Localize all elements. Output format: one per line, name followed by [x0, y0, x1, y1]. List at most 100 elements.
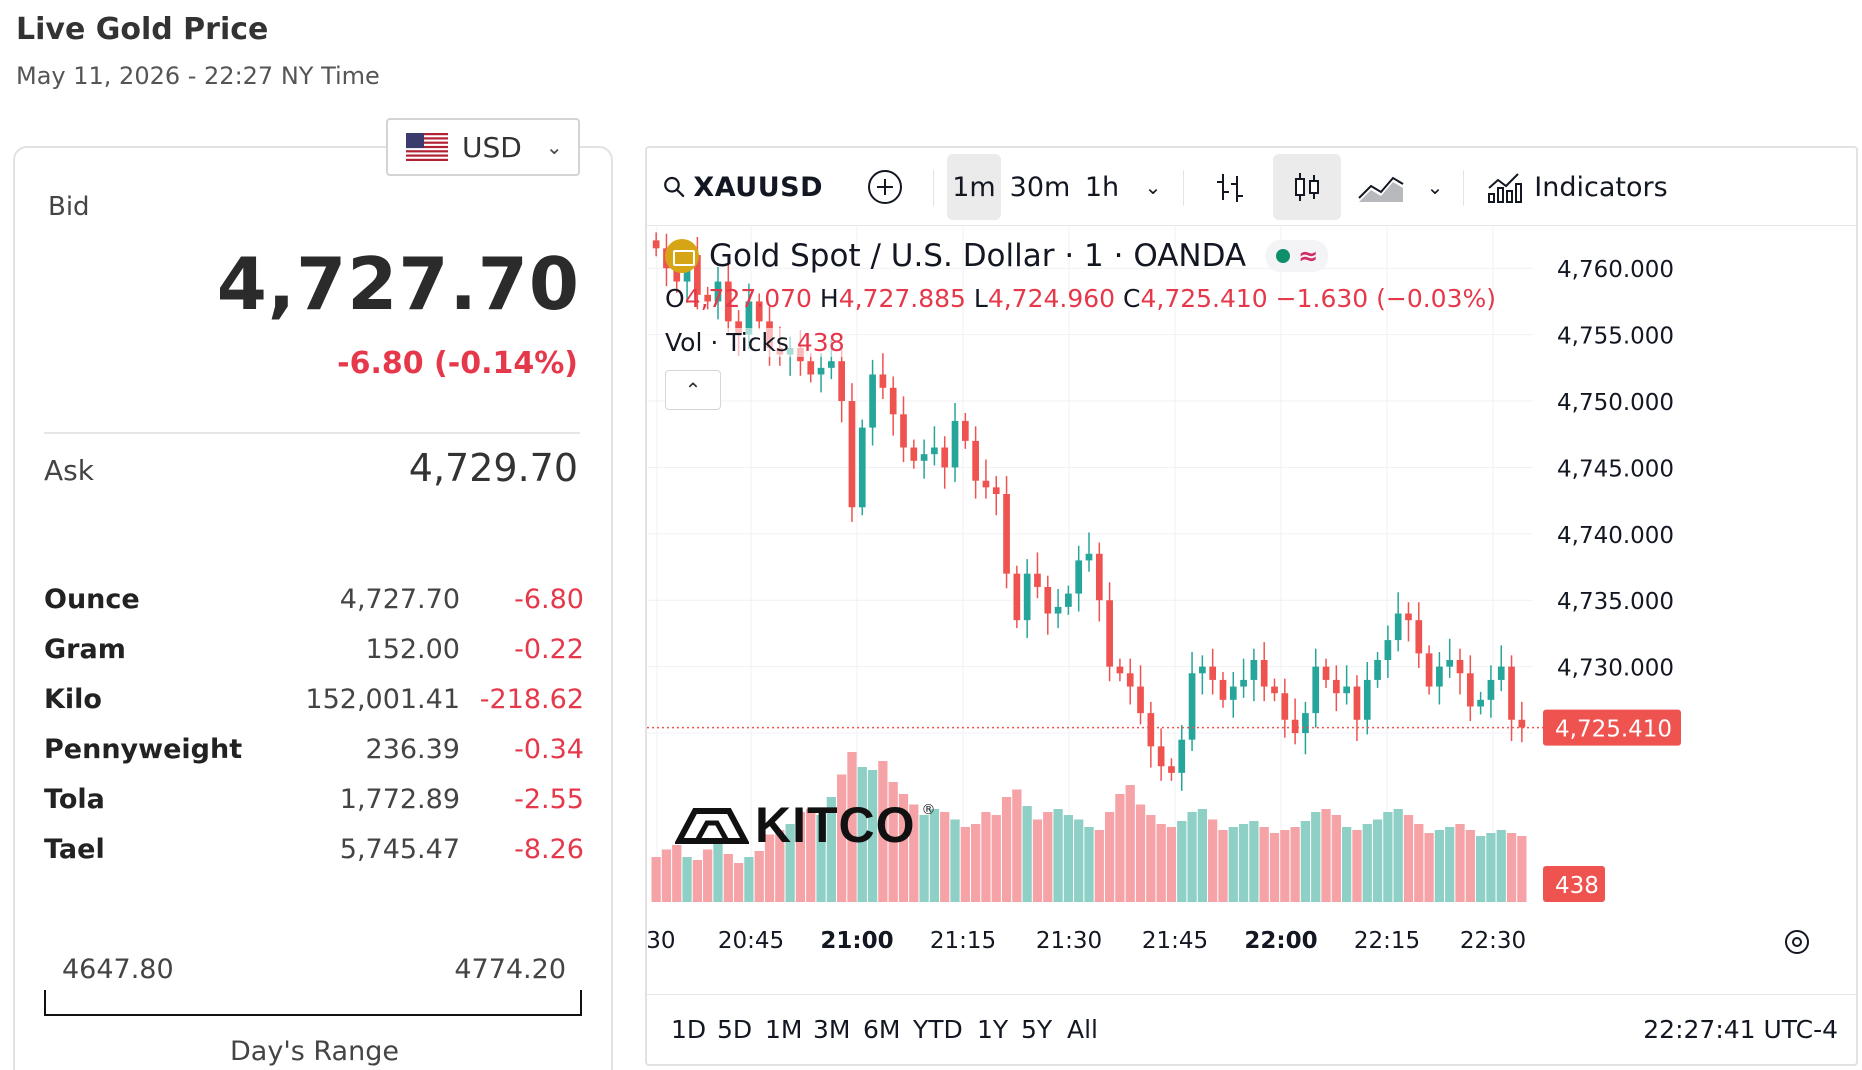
period-5y[interactable]: 5Y	[1021, 1015, 1053, 1044]
volume-bar	[857, 767, 867, 902]
interval-1m[interactable]: 1m	[947, 154, 1001, 220]
price-chart[interactable]: 4,765.0004,760.0004,755.0004,750.0004,74…	[647, 226, 1858, 998]
currency-select[interactable]: USD ⌄	[386, 118, 580, 176]
period-5d[interactable]: 5D	[717, 1015, 753, 1044]
ask-price: 4,729.70	[408, 446, 578, 490]
last-price-label: 4,725.410	[1555, 717, 1672, 743]
unit-value: 236.39	[365, 733, 460, 765]
ohlc-h-label: H	[819, 284, 839, 313]
unit-row-gram: Gram 152.00 -0.22	[44, 624, 584, 674]
candle-body	[1229, 686, 1237, 700]
candle-body	[1106, 600, 1113, 667]
kitco-logo-icon	[675, 808, 749, 844]
unit-change: -8.26	[514, 833, 584, 865]
unit-name: Kilo	[44, 683, 102, 715]
volume-bar	[1414, 824, 1424, 902]
volume-bar	[826, 797, 836, 902]
range-bar	[44, 990, 582, 1016]
unit-row-tola: Tola 1,772.89 -2.55	[44, 774, 584, 824]
volume-bar	[1321, 809, 1331, 902]
volume-bar	[847, 752, 857, 902]
toolbar-separator	[933, 170, 934, 206]
unit-name: Tola	[44, 783, 105, 815]
period-ytd[interactable]: YTD	[913, 1015, 963, 1044]
period-1y[interactable]: 1Y	[977, 1015, 1009, 1044]
interval-30m[interactable]: 30m	[1009, 171, 1071, 203]
volume-bar	[1465, 830, 1475, 902]
volume-bar	[1115, 794, 1125, 902]
period-all[interactable]: All	[1067, 1015, 1098, 1044]
candle-body	[1312, 666, 1320, 714]
compare-symbol-button[interactable]	[859, 154, 911, 220]
symbol-search[interactable]: XAUUSD	[663, 154, 823, 220]
chart-legend-ohlc: O4,727.070 H4,727.885 L4,724.960 C4,725.…	[665, 284, 1496, 313]
unit-table: Ounce 4,727.70 -6.80 Gram 152.00 -0.22 K…	[44, 574, 584, 874]
volume-bar	[723, 854, 733, 902]
chevron-down-icon: ⌄	[545, 135, 563, 159]
candle-body	[1065, 593, 1072, 607]
x-tick-label: :30	[647, 928, 676, 954]
volume-bar	[1311, 812, 1321, 902]
range-label: Day's Range	[230, 1036, 399, 1067]
candle-body	[1446, 660, 1454, 667]
candle-body	[1044, 586, 1052, 614]
market-status-badge[interactable]: ≈	[1266, 240, 1329, 272]
period-6m[interactable]: 6M	[863, 1015, 901, 1044]
period-3m[interactable]: 3M	[813, 1015, 851, 1044]
volume-bar	[1012, 789, 1022, 902]
volume-bar	[1228, 827, 1238, 902]
volume-bar	[703, 849, 713, 902]
x-tick-label: 22:15	[1354, 928, 1420, 954]
candle-body	[1384, 640, 1392, 660]
candle-body	[879, 374, 887, 388]
ohlc-close: 4,725.410	[1140, 284, 1268, 313]
volume-bar	[1063, 815, 1074, 902]
volume-bar	[651, 857, 661, 902]
ohlc-o-label: O	[665, 284, 685, 313]
volume-bar	[898, 794, 909, 902]
area-chart-type-button[interactable]	[1351, 154, 1411, 220]
indicators-button[interactable]: Indicators	[1477, 154, 1677, 220]
volume-bar	[1177, 821, 1187, 902]
legend-symbol-name: Gold Spot / U.S. Dollar · 1 · OANDA	[709, 238, 1247, 274]
volume-bar	[950, 819, 960, 902]
bar-chart-type-button[interactable]	[1197, 154, 1263, 220]
candle-body	[1240, 679, 1247, 687]
candle-body	[1271, 686, 1278, 694]
volume-bar	[1259, 827, 1269, 902]
candle-body	[848, 401, 856, 508]
interval-1h[interactable]: 1h	[1084, 171, 1120, 203]
volume-bar	[837, 774, 847, 902]
legend-collapse-button[interactable]: ⌃	[665, 370, 721, 410]
volume-bar	[806, 809, 816, 902]
volume-bar	[1434, 830, 1445, 902]
page-timestamp: May 11, 2026 - 22:27 NY Time	[16, 62, 380, 90]
candle-body	[961, 420, 969, 441]
search-icon	[664, 176, 685, 198]
candle-chart-type-button[interactable]	[1273, 154, 1341, 220]
unit-change: -218.62	[479, 683, 584, 715]
candle-body	[714, 281, 722, 302]
volume-bar	[744, 857, 754, 902]
unit-change: -2.55	[514, 783, 584, 815]
candle-body	[828, 361, 835, 368]
chevron-down-icon: ⌄	[1426, 175, 1444, 199]
x-tick-label: 21:00	[820, 928, 893, 954]
unit-value: 152,001.41	[305, 683, 460, 715]
candle-body	[1456, 660, 1464, 674]
candle-body	[910, 447, 918, 461]
candle-body	[1095, 553, 1103, 601]
volume-bar	[1506, 833, 1517, 902]
interval-dropdown[interactable]: ⌄	[1135, 154, 1171, 220]
period-1m[interactable]: 1M	[765, 1015, 803, 1044]
volume-bar	[733, 863, 744, 902]
us-flag-icon	[406, 133, 448, 161]
candle-body	[1199, 666, 1206, 674]
settings-gear-icon[interactable]	[1785, 930, 1809, 954]
volume-bar	[867, 770, 878, 902]
chart-type-dropdown[interactable]: ⌄	[1417, 154, 1453, 220]
period-1d[interactable]: 1D	[671, 1015, 707, 1044]
unit-name: Tael	[44, 833, 105, 865]
volume-bar	[1249, 821, 1259, 902]
volume-bar	[1094, 830, 1104, 902]
